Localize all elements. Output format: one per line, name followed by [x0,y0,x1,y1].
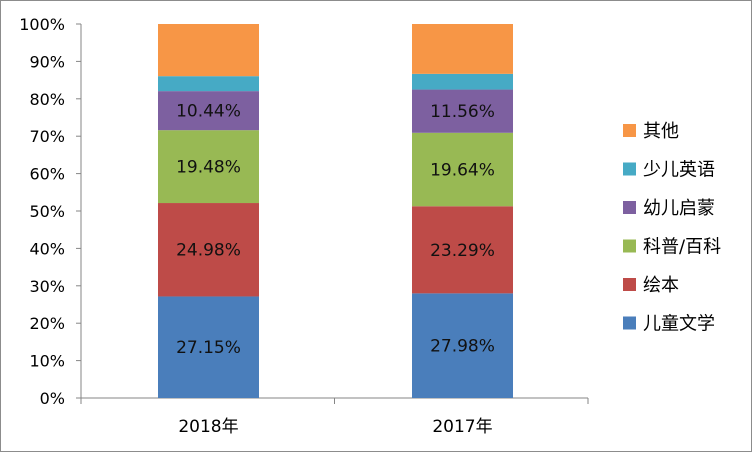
y-tick-label: 20% [29,314,65,333]
data-label: 27.98% [430,337,495,357]
x-tick-label: 2017年 [432,417,492,437]
data-label: 24.98% [176,241,241,261]
bar-segment [412,293,513,398]
legend-label: 绘本 [643,275,679,296]
bar-segment [412,206,513,294]
y-tick-label: 30% [29,277,65,296]
legend-swatch [623,124,636,137]
bar-segment [158,130,259,204]
data-label: 19.64% [430,161,495,181]
bar-segment [158,296,259,398]
y-tick-label: 80% [29,90,65,109]
data-label: 19.48% [176,158,241,178]
data-label: 11.56% [430,102,495,122]
bar-segment [412,73,513,90]
data-label: 23.29% [430,241,495,261]
y-tick-label: 90% [29,52,65,71]
bar-segment [158,203,259,297]
bar-segment [158,91,259,131]
legend-swatch [623,278,636,291]
bar-segment [412,24,513,74]
legend-label: 其他 [643,121,679,142]
y-tick-label: 40% [29,239,65,258]
x-tick-label: 2018年 [178,417,238,437]
y-tick-label: 60% [29,165,65,184]
legend-swatch [623,316,636,330]
y-tick-label: 10% [29,352,65,371]
y-tick-label: 0% [40,389,65,408]
y-tick-label: 50% [29,202,65,221]
bar-segment [412,132,513,207]
legend-label: 幼儿启蒙 [643,198,715,219]
legend-label: 科普/百科 [643,237,721,258]
chart-data-labels: 27.15% 24.98% 19.48% 10.44% 27.98% 23.29% 19.6… [176,102,495,359]
chart-bars [158,24,513,398]
bar-segment [158,76,259,92]
chart-axes: 0% 10% 20% 30% 40% 50% 60% 70% 80% 90% 100% 2018年 20… [19,15,589,437]
legend-swatch [623,162,636,176]
data-label: 27.15% [176,338,241,358]
legend-swatch [623,239,636,253]
legend-label: 少儿英语 [643,160,715,181]
y-tick-label: 100% [19,15,65,34]
legend-swatch [623,201,636,214]
y-tick-label: 70% [29,127,65,146]
legend-label: 儿童文学 [643,314,715,335]
bar-segment [158,24,259,77]
data-label: 10.44% [176,102,241,122]
bar-segment [412,89,513,133]
